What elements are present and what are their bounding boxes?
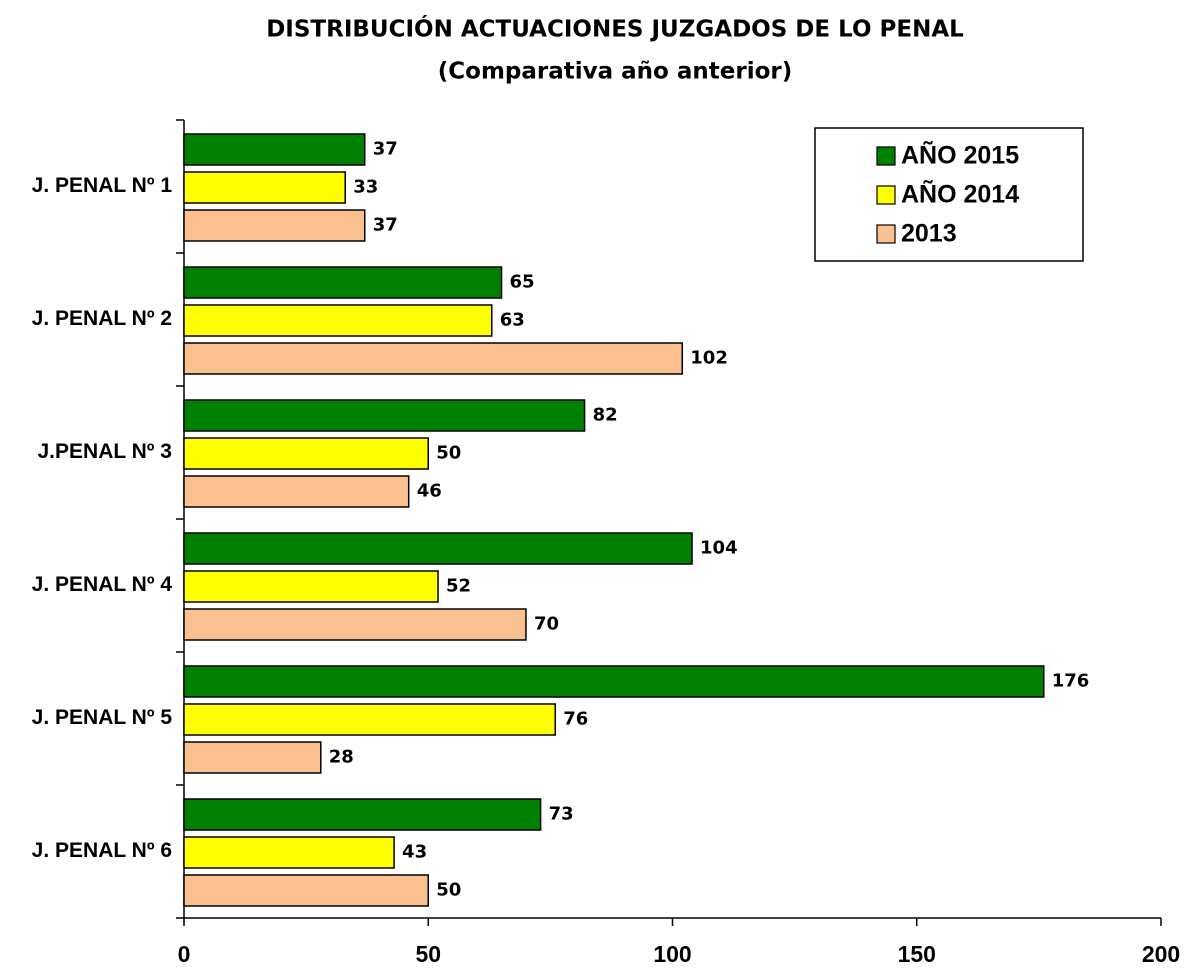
bar <box>183 741 322 774</box>
data-label: 43 <box>402 842 427 863</box>
bar <box>183 133 366 166</box>
y-tick-label: J. PENAL Nº 1 <box>32 174 173 197</box>
data-label: 50 <box>436 443 461 464</box>
legend-label: 2013 <box>901 220 957 248</box>
x-tick-label: 50 <box>415 941 441 967</box>
bar <box>183 665 1045 698</box>
data-label: 37 <box>373 139 398 160</box>
data-label: 65 <box>510 272 535 293</box>
bar <box>183 532 693 565</box>
bar <box>183 437 429 470</box>
bar <box>183 266 503 299</box>
x-tick-label: 0 <box>178 941 191 967</box>
bar <box>183 608 527 641</box>
data-label: 176 <box>1052 671 1090 692</box>
legend-label: AÑO 2015 <box>901 140 1019 170</box>
data-label: 104 <box>700 538 738 559</box>
bar <box>183 874 429 907</box>
legend-box <box>814 127 1084 262</box>
x-tick-label: 150 <box>898 941 936 967</box>
bar <box>183 475 410 508</box>
data-label: 73 <box>549 804 574 825</box>
data-label: 52 <box>446 576 471 597</box>
chart-subtitle: (Comparativa año anterior) <box>438 59 792 85</box>
legend-swatch <box>876 146 896 166</box>
y-tick-label: J.PENAL Nº 3 <box>38 440 173 463</box>
y-tick-label: J. PENAL Nº 4 <box>32 573 173 596</box>
legend-swatch <box>876 224 896 244</box>
x-tick-label: 200 <box>1142 941 1180 967</box>
bar <box>183 798 542 831</box>
bar <box>183 836 395 869</box>
bar <box>183 304 493 337</box>
data-label: 46 <box>417 481 442 502</box>
legend-swatch <box>876 185 896 205</box>
data-label: 37 <box>373 215 398 236</box>
x-tick-label: 100 <box>653 941 691 967</box>
data-label: 33 <box>353 177 378 198</box>
chart-title: DISTRIBUCIÓN ACTUACIONES JUZGADOS DE LO … <box>266 15 964 43</box>
bar <box>183 399 586 432</box>
data-label: 82 <box>593 405 618 426</box>
bar <box>183 570 439 603</box>
data-label: 63 <box>500 310 525 331</box>
data-label: 28 <box>329 747 354 768</box>
y-tick-label: J. PENAL Nº 2 <box>32 307 172 330</box>
y-tick-label: J. PENAL Nº 5 <box>32 706 173 729</box>
data-label: 102 <box>690 348 728 369</box>
legend-label: AÑO 2014 <box>901 179 1019 209</box>
bar <box>183 703 557 736</box>
y-tick-label: J. PENAL Nº 6 <box>32 839 172 862</box>
bar <box>183 209 366 242</box>
data-label: 70 <box>534 614 559 635</box>
bar <box>183 171 346 204</box>
data-label: 50 <box>436 880 461 901</box>
bar <box>183 342 684 375</box>
data-label: 76 <box>563 709 588 730</box>
